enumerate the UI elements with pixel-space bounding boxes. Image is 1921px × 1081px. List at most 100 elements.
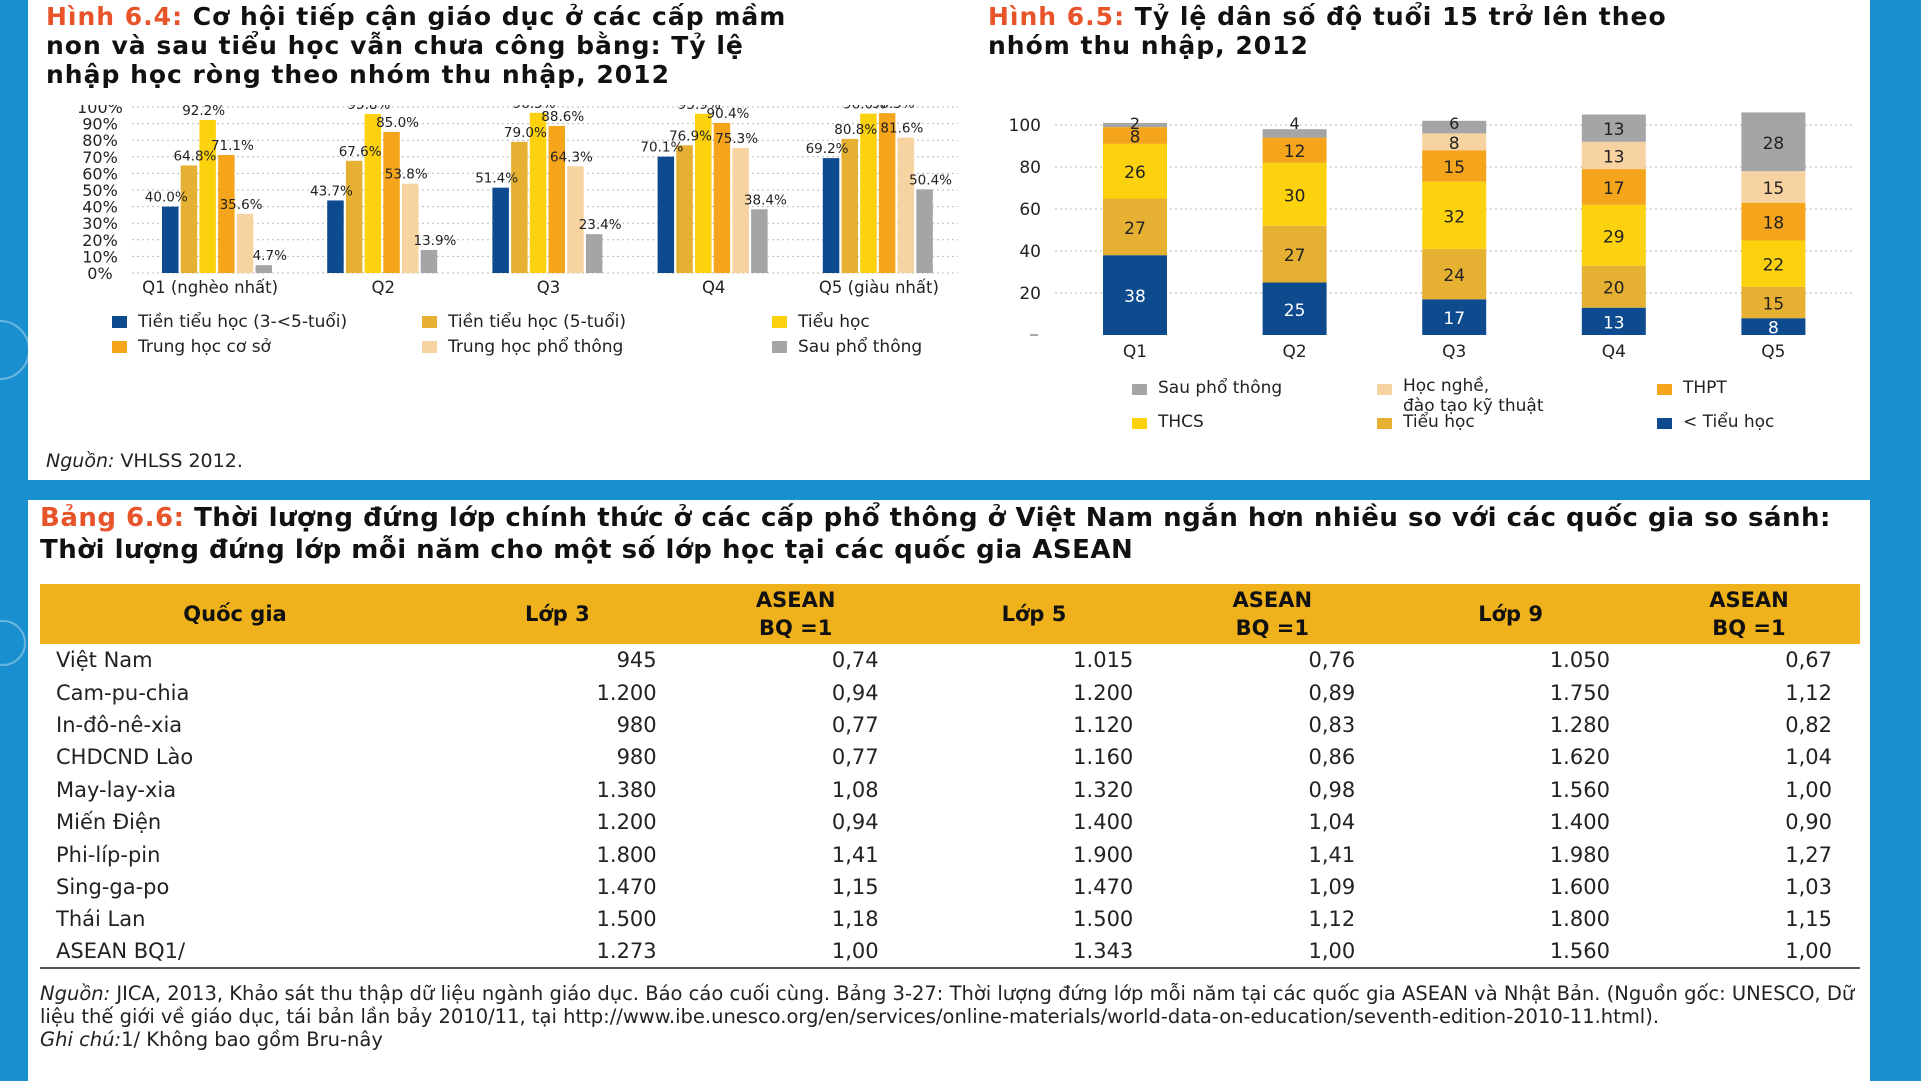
stack-segment [1103, 143, 1167, 199]
table-cell: 0,74 [831, 648, 879, 673]
legend-label: Tiền tiểu học (5-tuổi) [447, 311, 626, 332]
table-cell: 1.600 [1549, 874, 1610, 899]
table-country-cell: ASEAN BQ1/ [40, 935, 430, 969]
table-country-cell: Miến Điện [56, 810, 162, 835]
table-cell: 1,00 [684, 935, 907, 969]
legend-label: Tiểu học [797, 311, 870, 332]
stack-segment [1741, 202, 1806, 241]
table-source-label: Nguồn: [40, 982, 111, 1005]
legend-label: Sau phổ thông [1158, 377, 1282, 398]
stack-segment [1581, 169, 1646, 205]
table-cell: 1,03 [1785, 874, 1832, 899]
table-cell: 1,18 [831, 907, 879, 932]
data-label: 96.0% [843, 105, 886, 113]
y-tick-label: 70% [82, 148, 118, 167]
data-label: 95.8% [347, 105, 390, 113]
segment-label: 17 [1603, 179, 1625, 199]
table-cell: 945 [616, 648, 657, 673]
table-cell: 1.320 [1073, 777, 1134, 802]
legend-swatch [422, 341, 437, 353]
stack-segment [1422, 181, 1487, 249]
data-label: 80.8% [834, 122, 877, 138]
legend-label: THPT [1682, 378, 1727, 398]
table-cell: 1.160 [1073, 745, 1134, 770]
bar [897, 137, 915, 273]
table-note-text: 1/ Không bao gồm Bru-nây [121, 1028, 383, 1051]
table-cell: 1,41 [1308, 842, 1356, 867]
education-stacked-bar-chart: 2040608010038272682Q1252730124Q217243215… [1009, 112, 1853, 432]
legend-label: Tiền tiểu học (3-<5-tuổi) [137, 311, 347, 332]
table-country-cell: Phi-líp-pin [56, 842, 161, 867]
bar [878, 113, 896, 273]
table-cell: 1.900 [1073, 842, 1134, 867]
legend-label: Trung học cơ sở [137, 337, 272, 357]
legend-label: Tiểu học [1402, 411, 1475, 432]
source-top-text: VHLSS 2012. [120, 450, 243, 472]
background-decoration [0, 320, 30, 380]
data-label: 43.7% [310, 183, 353, 199]
segment-label: 29 [1603, 227, 1625, 247]
table-cell: 0,82 [1785, 712, 1832, 737]
background-decoration [0, 620, 26, 666]
bar [162, 206, 179, 273]
table-source-text: JICA, 2013, Khảo sát thu thập dữ liệu ng… [40, 982, 1855, 1028]
table-cell: 1.980 [1549, 842, 1610, 867]
bar [860, 113, 877, 273]
x-tick-label: Q1 (nghèo nhất) [142, 278, 278, 297]
table-cell: 0,86 [1308, 745, 1356, 770]
table-country-cell: In-đô-nê-xia [56, 712, 183, 737]
stack-segment [1262, 137, 1327, 163]
table-cell: 1,04 [1785, 745, 1832, 770]
bar [383, 131, 400, 273]
stack-segment [1741, 240, 1806, 287]
legend-label: THCS [1157, 412, 1204, 432]
stack-segment [1581, 265, 1646, 308]
table-column-header: ASEAN BQ =1 [1161, 584, 1384, 644]
legend-swatch [772, 316, 787, 328]
y-tick-label: 100% [77, 105, 123, 117]
table-cell: 1.015 [1073, 648, 1134, 673]
table-country-cell: Thái Lan [56, 907, 146, 932]
table-cell: 1,15 [831, 874, 879, 899]
table-row: In-đô-nê-xia 980 0,77 1.120 0,83 1.280 0,82 [40, 709, 1860, 741]
legend-swatch [112, 341, 127, 353]
stack-segment [1741, 286, 1806, 319]
stack-segment [1422, 133, 1487, 151]
stack-segment [1581, 141, 1646, 170]
bar [345, 160, 363, 273]
legend-swatch [1132, 384, 1147, 395]
legend-swatch [1377, 384, 1392, 395]
x-tick-label: Q5 (giàu nhất) [819, 278, 939, 297]
data-label: 75.3% [715, 131, 758, 147]
bar [236, 213, 254, 273]
bar [822, 158, 840, 273]
data-label: 69.2% [806, 141, 849, 157]
table-cell: 1,08 [831, 777, 879, 802]
fig65-title-line: nhóm thu nhập, 2012 [988, 31, 1309, 60]
y-tick-label: 20 [1019, 284, 1041, 304]
y-tick-label: 80 [1019, 158, 1041, 178]
data-label: 64.8% [174, 148, 217, 164]
y-tick-label: 40% [82, 198, 118, 217]
bar [492, 187, 509, 273]
segment-label: 13 [1603, 313, 1625, 333]
bar [420, 249, 438, 273]
table-panel: Bảng 6.6: Thời lượng đứng lớp chính thức… [28, 500, 1870, 1081]
segment-label: 15 [1443, 158, 1465, 178]
stack-segment [1262, 282, 1327, 335]
bar [199, 119, 216, 273]
table-cell: 1.620 [1549, 745, 1610, 770]
fig64-title-line: non và sau tiểu học vẫn chưa công bằng: … [46, 31, 744, 60]
table-cell: 1.400 [1073, 810, 1134, 835]
stack-segment [1422, 299, 1487, 335]
bar [732, 148, 749, 273]
table-cell: 1.560 [1549, 777, 1610, 802]
stack-segment [1581, 307, 1646, 335]
fig64-title-line: nhập học ròng theo nhóm thu nhập, 2012 [46, 60, 670, 89]
y-tick-label: 10% [82, 247, 118, 266]
table-title-text: Thời lượng đứng lớp chính thức ở các cấp… [40, 503, 1831, 565]
data-label: 40.0% [145, 190, 188, 206]
x-tick-label: Q5 [1761, 342, 1785, 362]
table-country-cell: May-lay-xia [56, 777, 177, 802]
table-cell: 1,27 [1785, 842, 1832, 867]
